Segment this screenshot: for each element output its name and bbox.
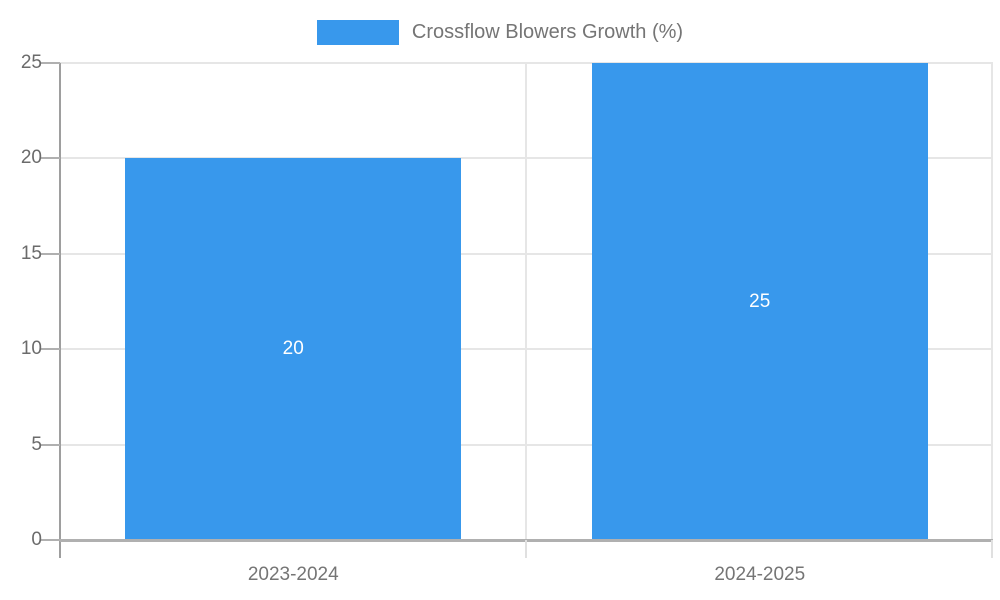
legend-item[interactable]: Crossflow Blowers Growth (%) bbox=[316, 19, 684, 45]
y-tick-mark bbox=[40, 157, 60, 160]
y-axis-tick-label: 20 bbox=[20, 147, 42, 169]
y-tick-mark bbox=[40, 539, 60, 541]
bar-value-label: 25 bbox=[749, 290, 771, 312]
legend-label: Crossflow Blowers Growth (%) bbox=[411, 21, 684, 43]
y-tick-mark bbox=[40, 443, 60, 446]
legend: Crossflow Blowers Growth (%) bbox=[0, 19, 1000, 45]
y-tick-mark bbox=[40, 252, 60, 255]
bar-2024-2025[interactable]: 25 bbox=[591, 63, 928, 540]
gridline-vertical bbox=[991, 63, 993, 540]
x-axis-category-label: 2023-2024 bbox=[247, 564, 339, 585]
bar-2023-2024[interactable]: 20 bbox=[125, 158, 462, 540]
gridline-vertical bbox=[525, 63, 527, 540]
x-tick-mark bbox=[991, 540, 993, 558]
y-axis-line bbox=[59, 63, 61, 558]
x-axis-category-label: 2024-2025 bbox=[714, 564, 806, 585]
y-axis-tick-label: 5 bbox=[31, 433, 42, 455]
y-tick-mark bbox=[40, 348, 60, 351]
y-axis-tick-label: 0 bbox=[31, 529, 42, 550]
y-axis-tick-label: 10 bbox=[20, 338, 42, 360]
legend-swatch bbox=[316, 19, 399, 45]
plot-area: 20 25 bbox=[60, 62, 993, 540]
y-axis-tick-label: 15 bbox=[20, 242, 42, 264]
bar-value-label: 20 bbox=[282, 338, 304, 360]
y-tick-mark bbox=[40, 62, 60, 64]
y-axis-tick-label: 25 bbox=[20, 52, 42, 73]
x-tick-mark bbox=[525, 540, 527, 558]
